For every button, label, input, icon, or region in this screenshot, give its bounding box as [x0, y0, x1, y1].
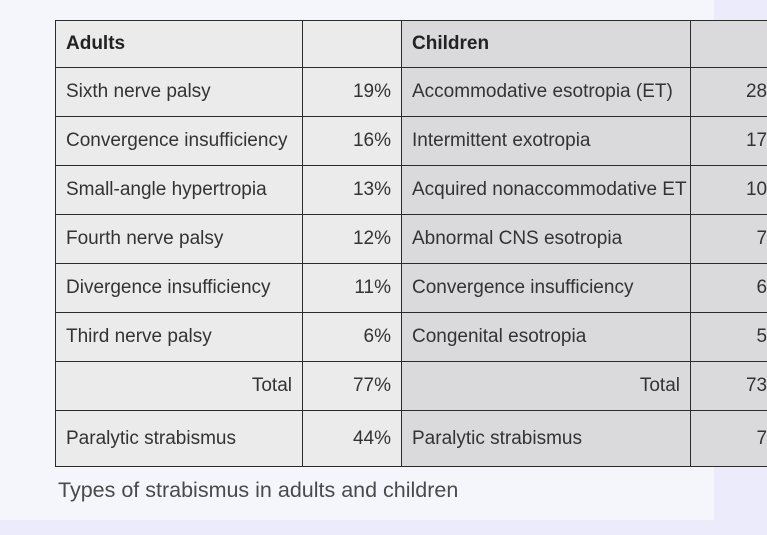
total-row: Total 77% Total 73% — [55, 361, 767, 411]
adult-paralytic-percent: 44% — [302, 410, 402, 467]
header-adults: Adults — [55, 20, 303, 68]
adult-cause: Small-angle hypertropia — [55, 165, 303, 215]
child-percent: 7% — [690, 214, 767, 264]
paralytic-row: Paralytic strabismus 44% Paralytic strab… — [55, 410, 767, 467]
child-cause: Accommodative esotropia (ET) — [401, 67, 691, 117]
table-row: Third nerve palsy 6% Congenital esotropi… — [55, 312, 767, 362]
child-cause: Convergence insufficiency — [401, 263, 691, 313]
adult-total-label: Total — [55, 361, 303, 411]
child-paralytic-label: Paralytic strabismus — [401, 410, 691, 467]
child-percent: 10% — [690, 165, 767, 215]
header-children-pct — [690, 20, 767, 68]
adult-percent: 12% — [302, 214, 402, 264]
child-cause: Congenital esotropia — [401, 312, 691, 362]
strabismus-table: Adults Children Sixth nerve palsy 19% Ac… — [55, 20, 767, 467]
child-percent: 5% — [690, 312, 767, 362]
adult-percent: 11% — [302, 263, 402, 313]
child-paralytic-percent: 7% — [690, 410, 767, 467]
figure-panel: Adults Children Sixth nerve palsy 19% Ac… — [0, 0, 767, 520]
adult-cause: Fourth nerve palsy — [55, 214, 303, 264]
adult-paralytic-label: Paralytic strabismus — [55, 410, 303, 467]
child-percent: 17% — [690, 116, 767, 166]
table-row: Small-angle hypertropia 13% Acquired non… — [55, 165, 767, 215]
child-cause: Acquired nonaccommodative ET — [401, 165, 691, 215]
adult-cause: Sixth nerve palsy — [55, 67, 303, 117]
table-row: Divergence insufficiency 11% Convergence… — [55, 263, 767, 313]
child-cause: Abnormal CNS esotropia — [401, 214, 691, 264]
table-row: Sixth nerve palsy 19% Accommodative esot… — [55, 67, 767, 117]
adult-cause: Convergence insufficiency — [55, 116, 303, 166]
adult-cause: Third nerve palsy — [55, 312, 303, 362]
adult-cause: Divergence insufficiency — [55, 263, 303, 313]
header-children: Children — [401, 20, 691, 68]
header-adults-pct — [302, 20, 402, 68]
child-total-percent: 73% — [690, 361, 767, 411]
child-percent: 6% — [690, 263, 767, 313]
child-total-label: Total — [401, 361, 691, 411]
adult-percent: 19% — [302, 67, 402, 117]
child-cause: Intermittent exotropia — [401, 116, 691, 166]
table-row: Fourth nerve palsy 12% Abnormal CNS esot… — [55, 214, 767, 264]
table-header-row: Adults Children — [55, 20, 767, 68]
adult-total-percent: 77% — [302, 361, 402, 411]
adult-percent: 16% — [302, 116, 402, 166]
child-percent: 28% — [690, 67, 767, 117]
adult-percent: 6% — [302, 312, 402, 362]
figure-caption: Types of strabismus in adults and childr… — [58, 478, 459, 502]
adult-percent: 13% — [302, 165, 402, 215]
table-row: Convergence insufficiency 16% Intermitte… — [55, 116, 767, 166]
